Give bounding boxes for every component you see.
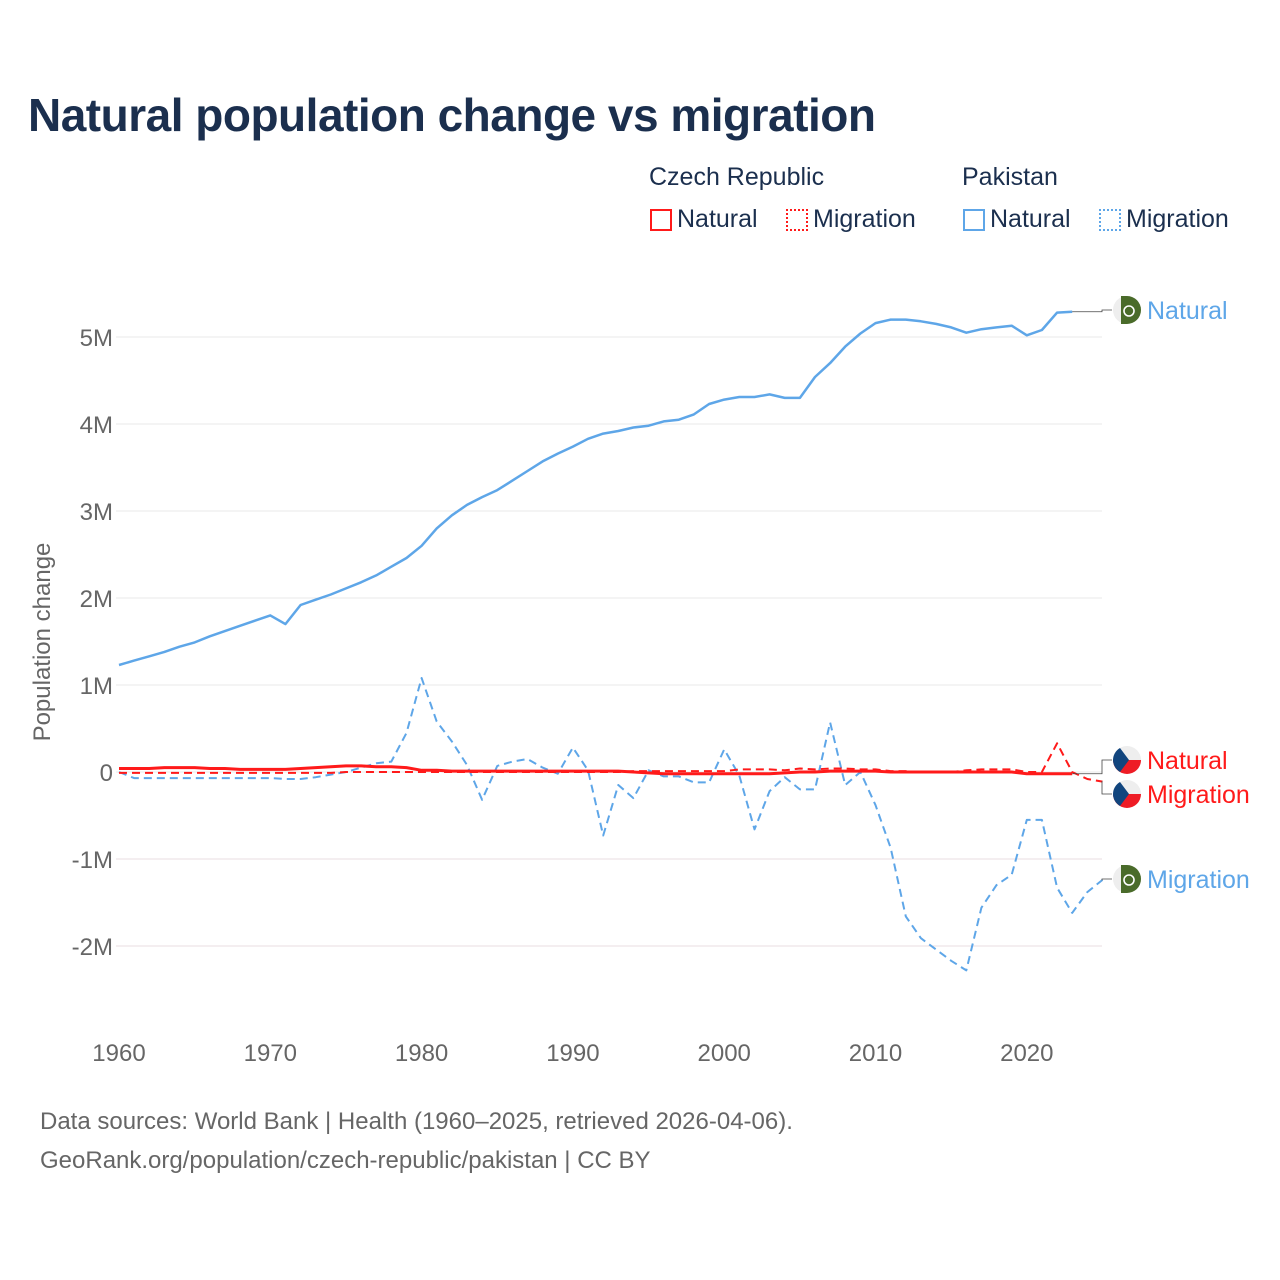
swatch-solid-red xyxy=(650,208,672,231)
y-tick-label: 5M xyxy=(80,325,113,352)
flag-pakistan-icon xyxy=(1121,865,1141,893)
series-line-pakistan-natural xyxy=(118,310,1073,667)
legend-label: Migration xyxy=(1126,205,1229,233)
label-connector xyxy=(1101,878,1112,881)
series-line-czech-republic-migration xyxy=(119,742,1103,783)
label-connector xyxy=(1072,759,1112,775)
x-tick-label: 1970 xyxy=(244,1040,297,1067)
y-tick-label: 2M xyxy=(80,586,113,613)
legend-pakistan-migration[interactable]: Migration xyxy=(1099,205,1229,234)
end-label: Natural xyxy=(1147,297,1228,325)
y-tick-label: -2M xyxy=(72,934,113,961)
x-tick-label: 2020 xyxy=(1000,1040,1053,1067)
x-tick-label: 2000 xyxy=(698,1040,751,1067)
flag-czech-icon xyxy=(1113,782,1129,806)
swatch-dotted-red xyxy=(786,208,808,231)
series-line-pakistan-migration xyxy=(118,677,1104,972)
chart-title: Natural population change vs migration xyxy=(28,89,876,141)
legend-czech-natural[interactable]: Natural xyxy=(650,205,758,234)
source-url: GeoRank.org/population/czech-republic/pa… xyxy=(40,1147,651,1174)
end-label: Migration xyxy=(1147,781,1250,809)
swatch-dotted-blue xyxy=(1099,208,1121,231)
y-axis-label: Population change xyxy=(29,543,56,742)
legend-pakistan-natural[interactable]: Natural xyxy=(963,205,1071,234)
legend-group-pakistan: Pakistan xyxy=(962,163,1058,191)
swatch-solid-blue xyxy=(963,208,985,231)
legend-czech-migration[interactable]: Migration xyxy=(786,205,916,234)
y-tick-label: 4M xyxy=(80,412,113,439)
label-connector xyxy=(1101,781,1112,795)
legend-group-czech: Czech Republic xyxy=(649,163,825,191)
x-tick-label: 1990 xyxy=(546,1040,599,1067)
y-tick-label: 0 xyxy=(100,760,113,787)
x-tick-label: 2010 xyxy=(849,1040,902,1067)
legend-label: Natural xyxy=(990,205,1071,233)
x-tick-label: 1960 xyxy=(92,1040,145,1067)
source-text: Data sources: World Bank | Health (1960–… xyxy=(40,1108,793,1135)
flag-pakistan-icon xyxy=(1123,874,1135,886)
flag-czech-icon xyxy=(1113,748,1129,772)
flag-pakistan-icon xyxy=(1123,305,1135,317)
label-connector xyxy=(1072,309,1112,313)
series-line-czech-republic-natural xyxy=(119,764,1073,776)
y-tick-label: 3M xyxy=(80,499,113,526)
end-label: Natural xyxy=(1147,747,1228,775)
legend-label: Natural xyxy=(677,205,758,233)
legend-label: Migration xyxy=(813,205,916,233)
flag-pakistan-icon xyxy=(1121,296,1141,324)
y-tick-label: -1M xyxy=(72,847,113,874)
y-tick-label: 1M xyxy=(80,673,113,700)
end-label: Migration xyxy=(1147,866,1250,894)
x-tick-label: 1980 xyxy=(395,1040,448,1067)
